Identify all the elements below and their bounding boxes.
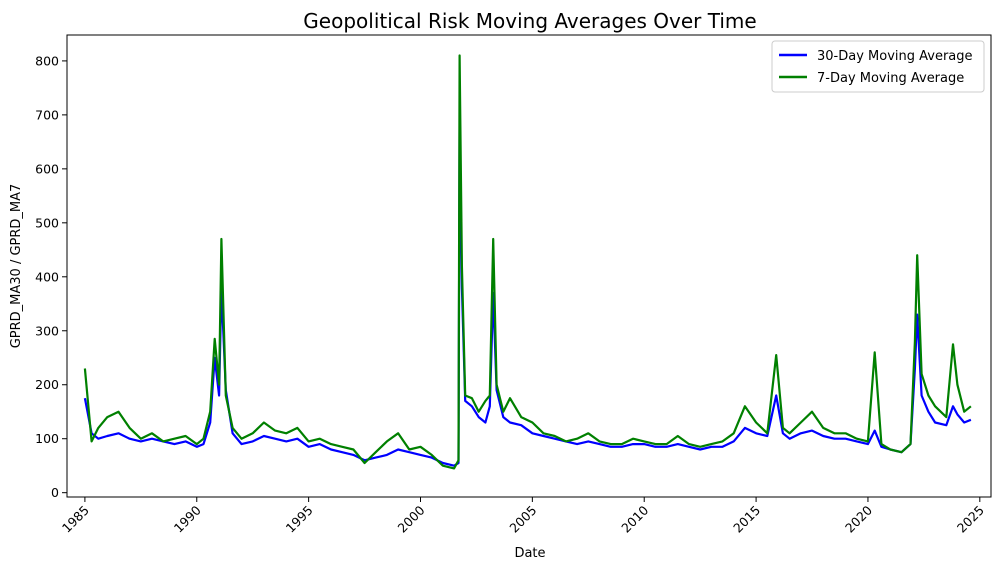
x-tick-label: 1985 <box>59 503 92 536</box>
x-tick-label: 2015 <box>730 503 763 536</box>
legend-box <box>771 40 985 93</box>
legend-label-ma7: 7-Day Moving Average <box>817 71 964 86</box>
y-axis-label: GPRD_MA30 / GPRD_MA7 <box>9 184 24 349</box>
x-tick-label: 2020 <box>842 502 875 535</box>
x-tick-label: 1990 <box>171 502 204 535</box>
legend-label-ma30: 30-Day Moving Average <box>817 49 973 64</box>
x-axis: 1985 1990 1995 2000 2005 2010 2015 2020 2025 <box>59 497 987 536</box>
y-tick-label: 400 <box>35 269 59 284</box>
series-line-ma7 <box>83 54 972 470</box>
x-tick-label: 2000 <box>395 502 428 535</box>
x-tick-label: 2010 <box>618 502 651 535</box>
x-axis-label: Date <box>514 546 545 561</box>
x-tick-label: 2025 <box>954 503 987 536</box>
y-tick-label: 600 <box>35 161 59 176</box>
y-tick-label: 800 <box>35 53 59 68</box>
plot-lines <box>83 54 972 470</box>
series-line-ma30 <box>83 124 972 467</box>
plot-frame <box>66 34 992 498</box>
y-tick-label: 200 <box>35 377 59 392</box>
x-tick-label: 2005 <box>506 503 539 536</box>
y-tick-label: 700 <box>35 107 59 122</box>
y-axis: 0 100 200 300 400 500 600 700 800 <box>35 53 67 500</box>
y-tick-label: 500 <box>35 215 59 230</box>
y-tick-label: 100 <box>35 431 59 446</box>
y-tick-label: 0 <box>51 485 59 500</box>
chart-title: Geopolitical Risk Moving Averages Over T… <box>303 9 756 33</box>
x-tick-label: 1995 <box>283 503 316 536</box>
y-tick-label: 300 <box>35 323 59 338</box>
legend: 30-Day Moving Average 7-Day Moving Avera… <box>771 40 985 93</box>
